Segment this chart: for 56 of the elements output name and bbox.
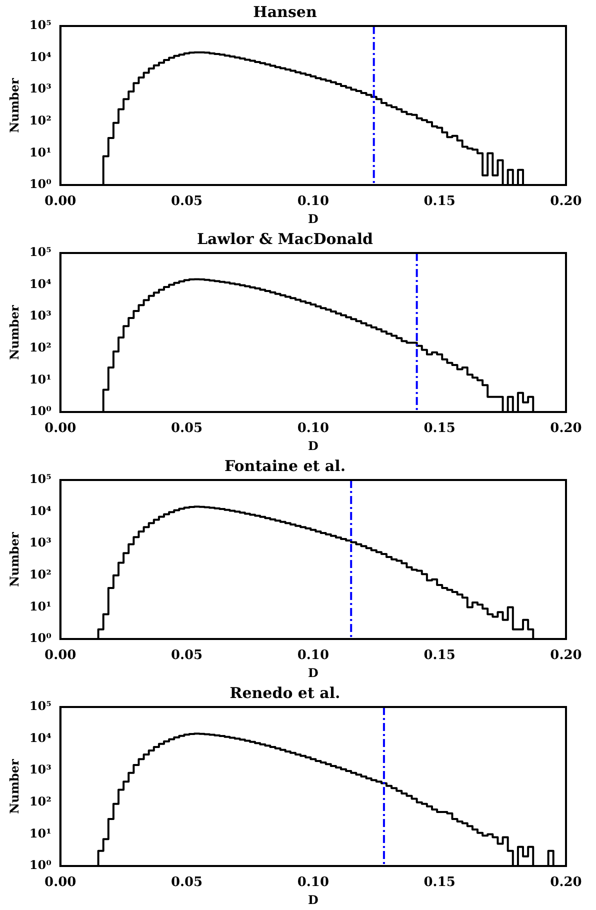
y-tick-label: 10² bbox=[29, 114, 52, 128]
x-axis-title: D bbox=[308, 666, 318, 680]
x-tick-label: 0.10 bbox=[297, 875, 330, 890]
y-tick-label: 10³ bbox=[29, 308, 52, 323]
x-tick-label: 0.20 bbox=[550, 194, 582, 210]
y-tick-label: 10² bbox=[29, 794, 52, 809]
x-tick-label: 0.20 bbox=[550, 648, 582, 664]
y-tick-label: 10¹ bbox=[29, 599, 52, 614]
x-tick-label: 0.15 bbox=[424, 194, 456, 210]
y-tick-label: 10³ bbox=[29, 762, 52, 777]
chart-title: Lawlor & MacDonald bbox=[196, 230, 374, 248]
x-tick-label: 0.05 bbox=[170, 875, 203, 890]
y-tick-label: 10⁴ bbox=[29, 730, 52, 745]
y-tick-label: 10⁰ bbox=[29, 404, 52, 418]
y-axis-title: Number bbox=[7, 531, 22, 587]
x-tick-label: 0.20 bbox=[550, 875, 582, 890]
chart-title: Hansen bbox=[253, 2, 317, 21]
y-tick-label: 10⁰ bbox=[29, 177, 52, 192]
y-tick-label: 10⁰ bbox=[29, 858, 52, 872]
x-tick-label: 0.10 bbox=[297, 648, 330, 664]
y-tick-label: 10¹ bbox=[29, 145, 52, 160]
y-axis-title: Number bbox=[7, 77, 22, 133]
y-tick-label: 10² bbox=[29, 340, 52, 355]
x-axis-title: D bbox=[308, 438, 318, 453]
y-tick-label: 10⁵ bbox=[29, 245, 52, 260]
y-tick-label: 10⁵ bbox=[29, 699, 52, 714]
y-tick-label: 10³ bbox=[29, 82, 52, 96]
x-tick-label: 0.00 bbox=[44, 194, 76, 210]
y-tick-label: 10⁴ bbox=[29, 276, 52, 291]
x-tick-label: 0.15 bbox=[424, 421, 456, 436]
x-axis-title: D bbox=[308, 212, 318, 226]
x-tick-label: 0.20 bbox=[550, 421, 582, 436]
x-tick-label: 0.00 bbox=[44, 875, 76, 890]
x-tick-label: 0.00 bbox=[44, 421, 76, 436]
x-tick-label: 0.15 bbox=[424, 875, 456, 890]
y-axis-title: Number bbox=[7, 758, 22, 814]
x-tick-label: 0.05 bbox=[170, 194, 203, 210]
chart-title: Fontaine et al. bbox=[224, 456, 346, 475]
x-tick-label: 0.10 bbox=[297, 421, 330, 436]
y-tick-label: 10¹ bbox=[29, 372, 52, 386]
y-tick-label: 10¹ bbox=[29, 826, 52, 840]
x-tick-label: 0.00 bbox=[44, 648, 76, 664]
x-tick-label: 0.05 bbox=[170, 648, 203, 664]
x-tick-label: 0.10 bbox=[297, 194, 330, 210]
y-tick-label: 10⁵ bbox=[29, 472, 52, 486]
y-axis-title: Number bbox=[7, 304, 22, 360]
y-tick-label: 10⁴ bbox=[29, 50, 52, 64]
y-tick-label: 10⁴ bbox=[29, 504, 52, 518]
y-tick-label: 10³ bbox=[29, 536, 52, 550]
chart-title: Renedo et al. bbox=[230, 684, 340, 702]
y-tick-label: 10² bbox=[29, 568, 52, 582]
y-tick-label: 10⁰ bbox=[29, 631, 52, 646]
x-axis-title: D bbox=[308, 892, 318, 907]
x-tick-label: 0.15 bbox=[424, 648, 456, 664]
x-tick-label: 0.05 bbox=[170, 421, 203, 436]
y-tick-label: 10⁵ bbox=[29, 18, 52, 32]
